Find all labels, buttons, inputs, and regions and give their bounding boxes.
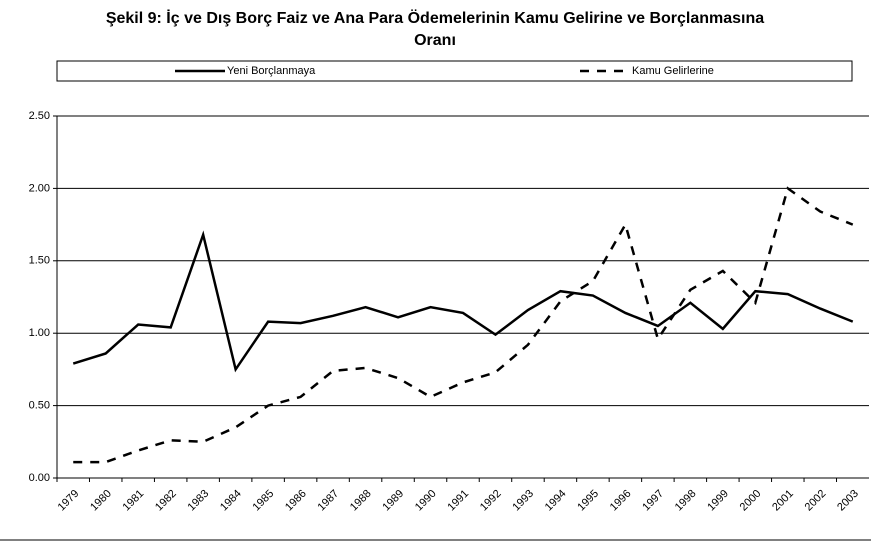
x-tick-label: 1991 xyxy=(445,488,471,514)
y-tick-label: 2.50 xyxy=(29,110,50,122)
x-tick-label: 1987 xyxy=(315,488,341,514)
x-tick-label: 2000 xyxy=(738,488,764,514)
x-tick-label: 1997 xyxy=(640,488,666,514)
legend-label: Kamu Gelirlerine xyxy=(632,65,714,77)
x-tick-label: 2001 xyxy=(770,488,796,514)
x-tick-label: 1994 xyxy=(543,488,569,514)
x-tick-label: 1995 xyxy=(575,488,601,514)
x-tick-label: 1990 xyxy=(413,488,439,514)
x-tick-label: 1999 xyxy=(705,488,731,514)
y-tick-label: 2.00 xyxy=(29,182,50,194)
x-tick-label: 1982 xyxy=(153,488,179,514)
x-tick-label: 1983 xyxy=(186,488,212,514)
x-tick-label: 1993 xyxy=(510,488,536,514)
x-tick-label: 1985 xyxy=(250,488,276,514)
legend-box xyxy=(56,60,853,82)
x-tick-label: 2003 xyxy=(835,488,861,514)
x-tick-label: 1992 xyxy=(478,488,504,514)
x-tick-label: 1989 xyxy=(380,488,406,514)
x-tick-label: 1986 xyxy=(283,488,309,514)
chart-title: Şekil 9: İç ve Dış Borç Faiz ve Ana Para… xyxy=(105,10,765,49)
x-tick-label: 1998 xyxy=(673,488,699,514)
series-line xyxy=(73,186,854,464)
y-tick-label: 1.00 xyxy=(29,327,50,339)
x-tick-label: 1996 xyxy=(608,488,634,514)
series-line xyxy=(72,230,854,373)
y-tick-label: 0.50 xyxy=(29,400,50,412)
x-tick-label: 1979 xyxy=(56,488,82,514)
x-tick-label: 1980 xyxy=(88,488,114,514)
legend-label: Yeni Borçlanmaya xyxy=(227,65,316,77)
x-tick-label: 1988 xyxy=(348,488,374,514)
x-tick-label: 1984 xyxy=(218,488,244,514)
x-tick-label: 1981 xyxy=(121,488,147,514)
y-tick-label: 1.50 xyxy=(29,255,50,267)
x-tick-label: 2002 xyxy=(803,488,829,514)
y-tick-label: 0.00 xyxy=(29,472,50,484)
